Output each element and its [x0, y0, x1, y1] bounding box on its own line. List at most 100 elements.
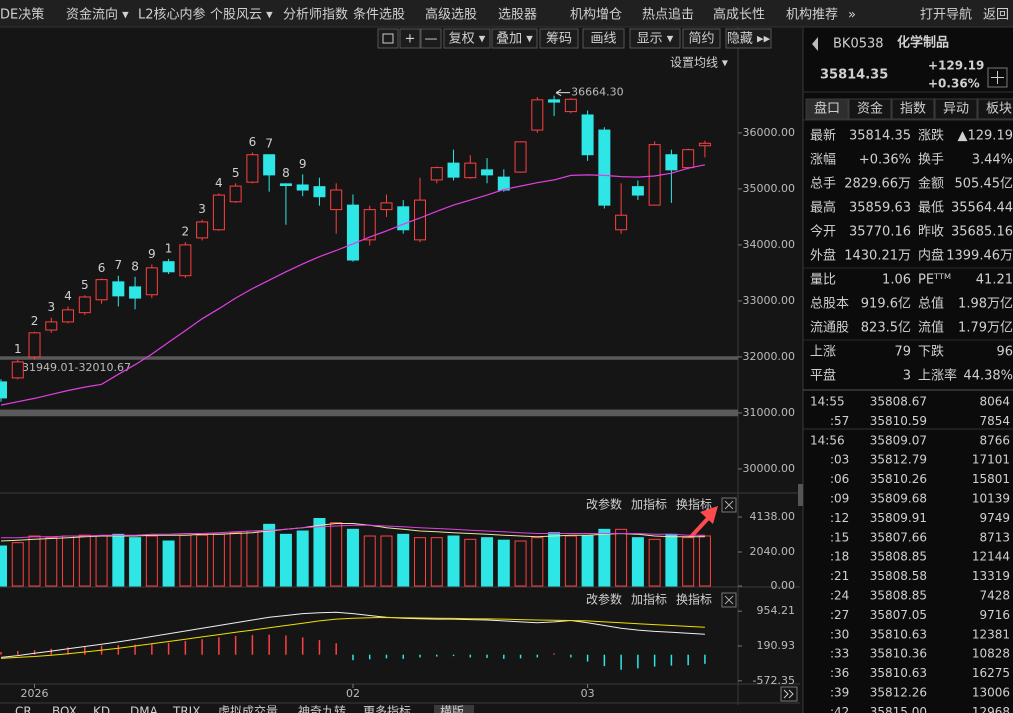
menu-item[interactable]: 高成长性 — [713, 7, 765, 23]
bottom-tab[interactable]: DMA — [130, 705, 159, 713]
volume-bar — [112, 533, 125, 587]
scroll-button[interactable] — [780, 686, 798, 702]
quote-label: 昨收 — [918, 225, 944, 240]
last-price: 35814.35 — [820, 68, 888, 83]
candle-body — [296, 184, 309, 191]
bottom-tab[interactable]: 横版 — [440, 705, 464, 713]
bottom-tab[interactable]: 神奇九转 — [298, 704, 346, 713]
menu-item[interactable]: 机构推荐 — [786, 8, 838, 23]
candle-body — [581, 114, 594, 156]
td-count: 3 — [47, 300, 55, 314]
bottom-tab[interactable]: 虚拟成交量 — [218, 704, 278, 713]
candle-body — [129, 286, 142, 299]
quote-value: 96 — [996, 345, 1013, 360]
toolbar-button[interactable] — [682, 28, 721, 49]
volume-bar — [598, 528, 611, 587]
volume-bar — [145, 535, 158, 587]
tick-volume: 9716 — [979, 608, 1010, 622]
panel-control[interactable]: 换指标 — [676, 497, 712, 512]
scroll-icon — [783, 689, 794, 699]
quote-tab[interactable] — [805, 98, 849, 120]
add-button[interactable] — [987, 67, 1008, 88]
candle-body — [313, 186, 326, 198]
menu-item[interactable]: 条件选股 — [353, 7, 405, 23]
toolbar-button[interactable] — [491, 28, 538, 49]
candle-body — [95, 279, 108, 301]
tick-price: 35810.63 — [870, 666, 927, 680]
panel-control[interactable]: 加指标 — [631, 592, 667, 607]
menu-item[interactable]: DE决策 — [0, 7, 44, 23]
quote-tab[interactable] — [891, 98, 935, 120]
candle-body — [598, 129, 611, 206]
panel-control[interactable]: 加指标 — [631, 497, 667, 512]
moving-average — [0, 164, 706, 406]
volume-ma — [0, 523, 705, 542]
candle-body — [497, 176, 510, 191]
toolbar-label: 复权 ▾ — [449, 31, 486, 47]
close-icon — [724, 500, 734, 510]
y-tick-label: 32000.00 — [743, 350, 796, 363]
menu-item[interactable]: 机构增仓 — [570, 8, 622, 23]
y-tick-label: 36000.00 — [743, 126, 796, 139]
candle-body — [514, 141, 527, 173]
quote-label: 金额 — [918, 176, 944, 192]
volume-bar — [313, 518, 326, 587]
menu-item[interactable]: 热点追击 — [642, 7, 694, 23]
quote-tab[interactable] — [848, 98, 892, 120]
toolbar-button[interactable] — [725, 28, 772, 49]
menu-item[interactable]: 资金流向 ▾ — [66, 7, 129, 23]
menu-item[interactable]: 分析师指数 — [283, 8, 348, 23]
candle-body — [279, 183, 292, 187]
panel-control[interactable]: 改参数 — [586, 592, 622, 607]
bottom-tab[interactable]: 更多指标 — [363, 704, 411, 713]
menu-item[interactable]: » — [848, 8, 856, 23]
icon-button[interactable] — [377, 28, 399, 49]
ma-setting[interactable]: 设置均线 ▾ — [670, 56, 728, 70]
bottom-tab[interactable]: TRIX — [172, 705, 200, 713]
toolbar-label: 隐藏 ▸▸ — [727, 32, 771, 47]
menu-item[interactable]: 选股器 — [498, 8, 537, 23]
close-button[interactable] — [721, 592, 737, 608]
prev-arrow[interactable] — [812, 37, 818, 51]
bottom-tab[interactable]: CR — [15, 705, 32, 713]
quote-value: 1.06 — [882, 273, 911, 288]
panel-control[interactable]: 换指标 — [676, 592, 712, 607]
quote-value: 35685.16 — [951, 225, 1013, 240]
quote-tab[interactable] — [934, 98, 978, 120]
td-count: 5 — [81, 278, 89, 292]
toolbar-button[interactable] — [629, 28, 681, 49]
menu-item[interactable]: 返回 — [983, 8, 1009, 23]
candle-body — [162, 261, 175, 273]
volume-bar — [665, 533, 678, 587]
toolbar-button[interactable] — [420, 28, 442, 49]
toolbar-button[interactable] — [443, 28, 491, 49]
menu-item[interactable]: 个股风云 ▾ — [210, 8, 273, 23]
bottom-tab[interactable]: KD — [93, 705, 110, 713]
tick-time: :21 — [830, 569, 849, 583]
panel-control[interactable]: 改参数 — [586, 497, 622, 512]
tick-time: :57 — [830, 414, 849, 428]
candle-body — [564, 98, 577, 113]
menu-item[interactable]: 打开导航 — [920, 7, 972, 23]
toolbar-button[interactable] — [582, 28, 625, 49]
volume-bar — [279, 533, 292, 587]
candle-body — [380, 202, 393, 211]
candle-body — [464, 162, 477, 179]
volume-ma — [1, 524, 705, 539]
tick-price: 35810.26 — [870, 472, 927, 486]
quote-label: 上涨 — [810, 345, 836, 360]
tick-time: 14:56 — [810, 433, 845, 447]
menu-item[interactable]: L2核心内参 — [138, 7, 206, 23]
menu-item[interactable]: 高级选股 — [425, 7, 477, 23]
quote-tab[interactable] — [977, 98, 1013, 120]
toolbar-button[interactable] — [399, 28, 421, 49]
td-count: 9 — [148, 247, 156, 261]
toolbar-label: — — [425, 32, 438, 47]
close-button[interactable] — [721, 497, 737, 513]
bottom-tab[interactable]: BOX — [52, 705, 77, 713]
toolbar-button[interactable] — [539, 28, 579, 49]
close-icon — [724, 595, 734, 605]
toolbar-label: 显示 ▾ — [637, 32, 674, 47]
splitter-handle[interactable] — [798, 484, 803, 506]
volume-bar — [581, 535, 594, 587]
